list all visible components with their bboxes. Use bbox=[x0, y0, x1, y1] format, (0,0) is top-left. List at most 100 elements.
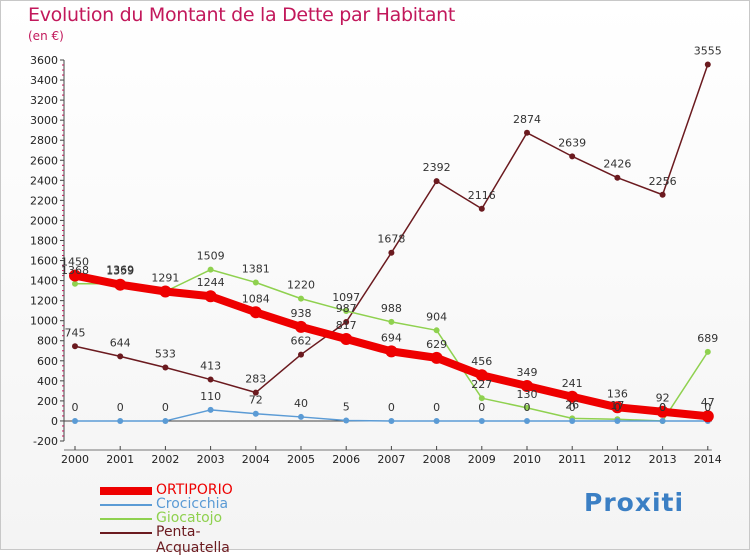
data-labels-penta-acquatella: 745 644 533 413 283 662 987 1678 2392 2116 2874 263… bbox=[65, 45, 722, 386]
data-label-giocatojo: 1369 bbox=[106, 264, 134, 277]
x-tick-label: 2007 bbox=[377, 453, 405, 466]
x-tick-label: 2008 bbox=[423, 453, 451, 466]
data-label-penta-acquatella: 2256 bbox=[649, 175, 677, 188]
data-label-penta-acquatella: 2392 bbox=[423, 161, 451, 174]
y-tick-label: 3400 bbox=[30, 74, 58, 87]
data-label-crocicchia: 0 bbox=[659, 401, 666, 414]
data-point-penta-acquatella bbox=[117, 353, 124, 360]
x-tick-label: 2005 bbox=[287, 453, 315, 466]
data-labels-giocatojo: 1368 1369 1509 1381 1220 1097 988 904 227 130 26 17… bbox=[61, 250, 718, 414]
y-tick-label: 1400 bbox=[30, 275, 58, 288]
data-point-penta-acquatella bbox=[252, 389, 259, 396]
data-label-ortiporio: 1291 bbox=[151, 272, 179, 285]
data-point-giocatojo bbox=[72, 280, 78, 287]
data-point-giocatojo bbox=[388, 318, 395, 325]
data-label-penta-acquatella: 745 bbox=[65, 326, 86, 339]
data-label-penta-acquatella: 1678 bbox=[377, 233, 405, 246]
x-tick-label: 2012 bbox=[603, 453, 631, 466]
data-label-ortiporio: 817 bbox=[336, 319, 357, 332]
data-label-giocatojo: 1381 bbox=[242, 262, 270, 275]
data-point-penta-acquatella bbox=[478, 205, 485, 212]
data-point-ortiporio bbox=[566, 390, 579, 403]
data-point-ortiporio bbox=[385, 345, 398, 358]
y-tick-label: 1800 bbox=[30, 234, 58, 247]
data-label-giocatojo: 227 bbox=[471, 378, 492, 391]
data-point-ortiporio bbox=[249, 306, 262, 319]
legend-swatch-ortiporio bbox=[100, 487, 152, 495]
data-label-ortiporio: 629 bbox=[426, 338, 447, 351]
data-point-crocicchia bbox=[162, 417, 169, 424]
y-tick-label: 2400 bbox=[30, 174, 58, 187]
series-crocicchia bbox=[72, 406, 711, 424]
y-tick-label: 2800 bbox=[30, 134, 58, 147]
series-penta-acquatella bbox=[72, 61, 711, 396]
data-point-penta-acquatella bbox=[433, 178, 440, 185]
data-label-giocatojo: 1509 bbox=[197, 250, 225, 263]
data-label-ortiporio: 349 bbox=[517, 366, 538, 379]
data-point-penta-acquatella bbox=[614, 174, 621, 181]
data-label-giocatojo: 26 bbox=[565, 398, 579, 411]
data-label-penta-acquatella: 283 bbox=[245, 373, 266, 386]
data-label-crocicchia: 0 bbox=[433, 401, 440, 414]
data-point-crocicchia bbox=[207, 406, 214, 413]
data-point-giocatojo bbox=[298, 295, 304, 302]
data-label-giocatojo: 988 bbox=[381, 302, 402, 315]
data-label-crocicchia: 72 bbox=[249, 394, 263, 407]
data-point-penta-acquatella bbox=[659, 191, 666, 198]
data-point-penta-acquatella bbox=[162, 364, 169, 371]
data-label-ortiporio: 1450 bbox=[61, 256, 89, 269]
x-tick-label: 2009 bbox=[468, 453, 496, 466]
data-label-ortiporio: 1244 bbox=[197, 276, 225, 289]
data-point-ortiporio bbox=[656, 405, 669, 418]
x-tick-label: 2001 bbox=[106, 453, 134, 466]
x-tick-label: 2014 bbox=[694, 453, 722, 466]
x-tick-label: 2004 bbox=[242, 453, 270, 466]
data-point-giocatojo bbox=[343, 307, 350, 314]
data-label-giocatojo: 17 bbox=[610, 399, 624, 412]
data-label-ortiporio: 241 bbox=[562, 377, 583, 390]
data-labels-ortiporio: 1450 1359 1291 1244 1084 938 817 694 629 456 349 24… bbox=[61, 256, 715, 410]
y-tick-label: 200 bbox=[37, 395, 58, 408]
y-tick-label: -200 bbox=[33, 435, 58, 448]
data-point-penta-acquatella bbox=[343, 318, 350, 325]
data-label-crocicchia: 0 bbox=[478, 401, 485, 414]
data-point-ortiporio bbox=[475, 369, 488, 382]
data-point-penta-acquatella bbox=[72, 343, 78, 350]
y-tick-label: 3600 bbox=[30, 54, 58, 67]
data-point-giocatojo bbox=[478, 395, 485, 402]
data-label-penta-acquatella: 2639 bbox=[558, 136, 586, 149]
data-label-penta-acquatella: 2874 bbox=[513, 113, 541, 126]
data-label-ortiporio: 47 bbox=[701, 396, 715, 409]
data-label-penta-acquatella: 662 bbox=[291, 335, 312, 348]
data-point-crocicchia bbox=[343, 417, 350, 424]
x-tick-label: 2002 bbox=[151, 453, 179, 466]
data-point-ortiporio bbox=[611, 401, 624, 414]
data-point-penta-acquatella bbox=[207, 376, 214, 383]
y-tick-label: 600 bbox=[37, 355, 58, 368]
data-label-crocicchia: 110 bbox=[200, 390, 221, 403]
data-point-penta-acquatella bbox=[298, 351, 304, 358]
data-point-ortiporio bbox=[159, 285, 172, 298]
y-tick-label: 2000 bbox=[30, 214, 58, 227]
data-point-crocicchia bbox=[117, 417, 124, 424]
data-label-crocicchia: 0 bbox=[117, 401, 124, 414]
axes: -200020040060080010001200140016001800200… bbox=[30, 54, 722, 466]
legend-swatch-crocicchia bbox=[100, 504, 152, 506]
data-point-ortiporio bbox=[521, 379, 533, 392]
data-label-giocatojo: 0 bbox=[659, 401, 666, 414]
data-labels-crocicchia: 0 0 0 110 72 40 5 0 0 0 0 0 0 0 0 bbox=[72, 390, 712, 414]
data-label-crocicchia: 0 bbox=[524, 401, 531, 414]
data-label-crocicchia: 0 bbox=[72, 401, 79, 414]
data-label-penta-acquatella: 533 bbox=[155, 348, 176, 361]
x-tick-label: 2013 bbox=[649, 453, 677, 466]
data-point-ortiporio bbox=[204, 290, 217, 303]
y-tick-label: 800 bbox=[37, 335, 58, 348]
data-label-penta-acquatella: 413 bbox=[200, 360, 221, 373]
data-point-ortiporio bbox=[69, 269, 81, 282]
data-label-ortiporio: 694 bbox=[381, 331, 402, 344]
data-label-giocatojo: 1368 bbox=[61, 264, 89, 277]
data-point-crocicchia bbox=[524, 417, 530, 424]
series-ortiporio bbox=[69, 269, 714, 423]
